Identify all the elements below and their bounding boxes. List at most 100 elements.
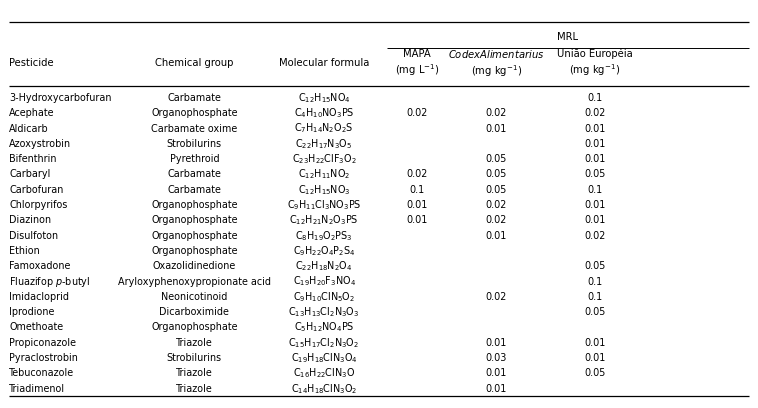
Text: C$_{19}$H$_{20}$F$_3$NO$_4$: C$_{19}$H$_{20}$F$_3$NO$_4$ [293,275,356,288]
Text: Aldicarb: Aldicarb [9,124,49,133]
Text: 0.05: 0.05 [584,261,606,271]
Text: Strobilurins: Strobilurins [167,353,222,363]
Text: Propiconazole: Propiconazole [9,338,76,348]
Text: Triazole: Triazole [176,338,213,348]
Text: 0.05: 0.05 [486,154,507,164]
Text: Carbamate: Carbamate [168,169,221,180]
Text: Pyrethroid: Pyrethroid [170,154,219,164]
Text: 0.03: 0.03 [486,353,507,363]
Text: Strobilurins: Strobilurins [167,139,222,149]
Text: Aryloxyphenoxypropionate acid: Aryloxyphenoxypropionate acid [118,277,271,286]
Text: Carbamate oxime: Carbamate oxime [152,124,237,133]
Text: C$_9$H$_{11}$Cl$_3$NO$_3$PS: C$_9$H$_{11}$Cl$_3$NO$_3$PS [287,198,362,212]
Text: Omethoate: Omethoate [9,322,63,333]
Text: Triazole: Triazole [176,384,213,394]
Text: Triazole: Triazole [176,368,213,378]
Text: 3-Hydroxycarbofuran: 3-Hydroxycarbofuran [9,93,111,103]
Text: C$_4$H$_{10}$NO$_3$PS: C$_4$H$_{10}$NO$_3$PS [294,106,354,120]
Text: C$_9$H$_{10}$ClN$_5$O$_2$: C$_9$H$_{10}$ClN$_5$O$_2$ [293,290,355,304]
Text: Organophosphate: Organophosphate [151,108,238,118]
Text: Iprodione: Iprodione [9,307,55,317]
Text: Organophosphate: Organophosphate [151,322,238,333]
Text: Carbamate: Carbamate [168,185,221,195]
Text: 0.02: 0.02 [486,108,507,118]
Text: 0.05: 0.05 [486,185,507,195]
Text: $\it{Codex Alimentarius}$
(mg kg$^{-1}$): $\it{Codex Alimentarius}$ (mg kg$^{-1}$) [448,48,545,79]
Text: C$_7$H$_{14}$N$_2$O$_2$S: C$_7$H$_{14}$N$_2$O$_2$S [294,122,354,135]
Text: Oxazolidinedione: Oxazolidinedione [153,261,236,271]
Text: Disulfoton: Disulfoton [9,231,58,241]
Text: Acephate: Acephate [9,108,55,118]
Text: 0.01: 0.01 [486,368,507,378]
Text: 0.01: 0.01 [406,200,428,210]
Text: Chemical group: Chemical group [155,58,233,68]
Text: 0.01: 0.01 [486,384,507,394]
Text: C$_{13}$H$_{13}$Cl$_2$N$_3$O$_3$: C$_{13}$H$_{13}$Cl$_2$N$_3$O$_3$ [288,305,360,319]
Text: Carbofuran: Carbofuran [9,185,64,195]
Text: 0.02: 0.02 [486,215,507,225]
Text: Pesticide: Pesticide [9,58,54,68]
Text: 0.05: 0.05 [584,169,606,180]
Text: C$_{12}$H$_{11}$NO$_2$: C$_{12}$H$_{11}$NO$_2$ [298,168,350,181]
Text: 0.02: 0.02 [584,231,606,241]
Text: Tebuconazole: Tebuconazole [9,368,74,378]
Text: 0.1: 0.1 [587,185,603,195]
Text: C$_8$H$_{19}$O$_2$PS$_3$: C$_8$H$_{19}$O$_2$PS$_3$ [295,229,353,242]
Text: Neonicotinoid: Neonicotinoid [161,292,227,302]
Text: C$_{22}$H$_{18}$N$_2$O$_4$: C$_{22}$H$_{18}$N$_2$O$_4$ [296,259,352,273]
Text: 0.01: 0.01 [584,215,606,225]
Text: 0.01: 0.01 [584,200,606,210]
Text: Azoxystrobin: Azoxystrobin [9,139,71,149]
Text: 0.05: 0.05 [584,307,606,317]
Text: 0.01: 0.01 [486,231,507,241]
Text: 0.01: 0.01 [584,353,606,363]
Text: 0.01: 0.01 [406,215,428,225]
Text: C$_{12}$H$_{15}$NO$_4$: C$_{12}$H$_{15}$NO$_4$ [298,91,350,105]
Text: Organophosphate: Organophosphate [151,246,238,256]
Text: C$_{23}$H$_{22}$ClF$_3$O$_2$: C$_{23}$H$_{22}$ClF$_3$O$_2$ [292,152,356,166]
Text: C$_{15}$H$_{17}$Cl$_2$N$_3$O$_2$: C$_{15}$H$_{17}$Cl$_2$N$_3$O$_2$ [289,336,359,350]
Text: Imidacloprid: Imidacloprid [9,292,69,302]
Text: 0.1: 0.1 [587,292,603,302]
Text: União Européia
(mg kg$^{-1}$): União Européia (mg kg$^{-1}$) [557,48,633,78]
Text: 0.01: 0.01 [584,338,606,348]
Text: Pyraclostrobin: Pyraclostrobin [9,353,78,363]
Text: Carbamate: Carbamate [168,93,221,103]
Text: MRL: MRL [557,32,578,42]
Text: C$_{19}$H$_{18}$ClN$_3$O$_4$: C$_{19}$H$_{18}$ClN$_3$O$_4$ [290,351,358,365]
Text: Molecular formula: Molecular formula [279,58,369,68]
Text: 0.1: 0.1 [409,185,424,195]
Text: Famoxadone: Famoxadone [9,261,70,271]
Text: MAPA
(mg L$^{-1}$): MAPA (mg L$^{-1}$) [395,49,439,78]
Text: Bifenthrin: Bifenthrin [9,154,57,164]
Text: C$_9$H$_{22}$O$_4$P$_2$S$_4$: C$_9$H$_{22}$O$_4$P$_2$S$_4$ [293,244,356,258]
Text: 0.01: 0.01 [584,124,606,133]
Text: 0.01: 0.01 [486,124,507,133]
Text: 0.02: 0.02 [486,200,507,210]
Text: Triadimenol: Triadimenol [9,384,65,394]
Text: Diazinon: Diazinon [9,215,52,225]
Text: C$_{14}$H$_{18}$ClN$_3$O$_2$: C$_{14}$H$_{18}$ClN$_3$O$_2$ [291,382,357,395]
Text: 0.02: 0.02 [486,292,507,302]
Text: 0.1: 0.1 [587,93,603,103]
Text: 0.01: 0.01 [584,139,606,149]
Text: Dicarboximide: Dicarboximide [159,307,230,317]
Text: C$_{22}$H$_{17}$N$_3$O$_5$: C$_{22}$H$_{17}$N$_3$O$_5$ [296,137,352,151]
Text: Organophosphate: Organophosphate [151,200,238,210]
Text: 0.02: 0.02 [406,108,428,118]
Text: C$_{16}$H$_{22}$ClN$_3$O: C$_{16}$H$_{22}$ClN$_3$O [293,366,356,380]
Text: Carbaryl: Carbaryl [9,169,51,180]
Text: 0.02: 0.02 [406,169,428,180]
Text: 0.05: 0.05 [584,368,606,378]
Text: Ethion: Ethion [9,246,40,256]
Text: 0.1: 0.1 [587,277,603,286]
Text: 0.02: 0.02 [584,108,606,118]
Text: C$_{12}$H$_{21}$N$_2$O$_3$PS: C$_{12}$H$_{21}$N$_2$O$_3$PS [290,213,359,227]
Text: Fluazifop $\it{p}$-butyl: Fluazifop $\it{p}$-butyl [9,275,90,288]
Text: 0.01: 0.01 [486,338,507,348]
Text: Organophosphate: Organophosphate [151,215,238,225]
Text: Chlorpyrifos: Chlorpyrifos [9,200,67,210]
Text: C$_5$H$_{12}$NO$_4$PS: C$_5$H$_{12}$NO$_4$PS [294,321,354,334]
Text: 0.05: 0.05 [486,169,507,180]
Text: Organophosphate: Organophosphate [151,231,238,241]
